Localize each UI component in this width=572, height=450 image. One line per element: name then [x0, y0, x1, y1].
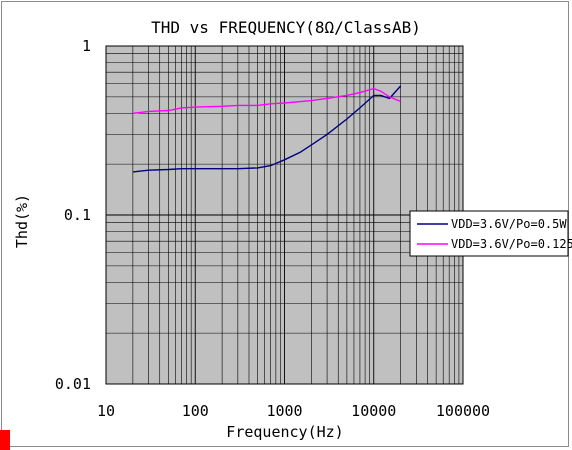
legend: VDD=3.6V/Po=0.5W VDD=3.6V/Po=0.125: [410, 211, 572, 256]
chart-title: THD vs FREQUENCY(8Ω/ClassAB): [151, 18, 421, 37]
y-tick-label: 1: [82, 37, 91, 55]
x-tick-label: 100: [182, 402, 209, 420]
x-tick-label: 1000: [266, 402, 302, 420]
x-axis-title: Frequency(Hz): [226, 423, 343, 441]
y-axis-title: Thd(%): [13, 194, 31, 248]
legend-label-2: VDD=3.6V/Po=0.125: [451, 237, 572, 251]
x-tick-label: 10: [97, 402, 115, 420]
y-tick-label: 0.1: [64, 206, 91, 224]
x-tick-label: 10000: [351, 402, 396, 420]
y-tick-label: 0.01: [55, 375, 91, 393]
grid: [106, 46, 463, 384]
x-tick-label: 100000: [436, 402, 490, 420]
legend-label-1: VDD=3.6V/Po=0.5W: [451, 217, 567, 231]
